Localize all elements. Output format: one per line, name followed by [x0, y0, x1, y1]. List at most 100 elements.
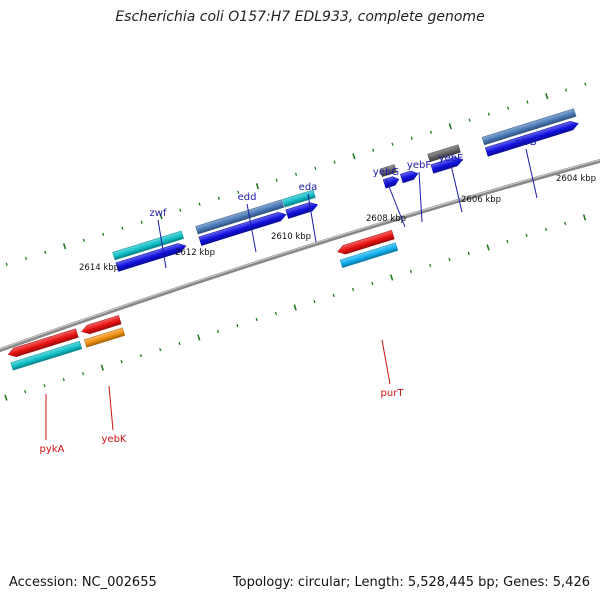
- yebG-arrow: [382, 176, 400, 189]
- upper-ruler-tick: [448, 123, 452, 130]
- upper-ruler-tick: [526, 100, 529, 104]
- lower-ruler-tick: [582, 214, 587, 221]
- lower-ruler-tick: [236, 323, 239, 328]
- scale-tick-label: 2606 kbp: [461, 195, 501, 205]
- yebF-leader-line: [418, 171, 423, 223]
- zwf-arrow: [115, 243, 187, 272]
- upper-ruler-tick: [372, 148, 375, 152]
- upper-ruler-tick: [217, 196, 220, 200]
- scale-tick-label: 2604 kbp: [556, 174, 596, 184]
- edd-leader-line: [246, 203, 257, 253]
- lower-ruler-tick: [409, 269, 412, 274]
- lower-ruler-tick: [24, 389, 27, 394]
- lower-ruler-tick: [139, 353, 142, 358]
- eda-leader-line: [307, 193, 317, 243]
- lower-ruler-tick: [81, 371, 85, 376]
- lower-ruler-tick: [332, 293, 335, 298]
- upper-ruler-tick: [333, 160, 336, 164]
- upper-ruler-tick: [159, 213, 163, 220]
- upper-ruler-tick: [5, 262, 8, 266]
- upper-ruler-tick: [121, 226, 124, 230]
- zwf-leader-line: [157, 219, 167, 269]
- scale-tick-label: 2608 kbp: [366, 214, 406, 224]
- zwf-gene-label: zwf: [150, 208, 167, 219]
- upper-ruler-tick: [198, 202, 201, 206]
- yebG-leader-line: [385, 178, 406, 228]
- lower-ruler-tick: [448, 257, 451, 262]
- lower-ruler-tick: [4, 394, 8, 401]
- yebE-arrow: [430, 157, 464, 174]
- accession-text: Accession: NC_002655: [9, 575, 157, 590]
- lower-ruler-tick: [352, 287, 355, 292]
- lower-ruler-tick: [100, 364, 105, 371]
- upper-ruler-tick: [62, 243, 67, 250]
- yebG-feature-block: [379, 164, 397, 178]
- purT-gene-label: purT: [381, 388, 405, 399]
- upper-ruler-tick: [545, 93, 549, 100]
- upper-ruler-tick: [275, 178, 278, 182]
- upper-ruler-tick: [487, 112, 490, 116]
- lower-ruler-tick: [486, 244, 490, 251]
- pykA-feature-block: [10, 340, 83, 371]
- edd-arrow: [198, 212, 287, 246]
- lower-ruler-tick: [525, 233, 528, 238]
- pykA-arrow: [7, 328, 79, 357]
- yebE-leader-line: [450, 164, 463, 213]
- upper-ruler-tick: [255, 183, 260, 190]
- edd-feature-block: [195, 199, 285, 235]
- upper-ruler-tick: [24, 256, 28, 260]
- upper-ruler-tick: [584, 82, 587, 86]
- eda-feature-block: [282, 189, 316, 208]
- upper-ruler-tick: [507, 106, 510, 110]
- upper-ruler-tick: [44, 250, 47, 254]
- pykA-gene-label: pykA: [40, 444, 65, 455]
- lower-ruler-tick: [216, 329, 220, 334]
- lower-ruler-tick: [389, 274, 394, 281]
- scale-tick-label: 2612 kbp: [175, 248, 215, 258]
- lower-ruler-tick: [293, 304, 297, 311]
- zwf-feature-block: [112, 230, 184, 261]
- genome-backbone: [0, 150, 600, 362]
- lower-ruler-tick: [255, 317, 258, 322]
- upper-ruler-tick: [410, 136, 413, 140]
- lower-ruler-tick: [429, 263, 432, 268]
- lower-ruler-tick: [62, 377, 65, 382]
- upper-ruler-tick: [179, 208, 182, 212]
- lower-ruler-tick: [313, 299, 316, 304]
- genome-summary-text: Topology: circular; Length: 5,528,445 bp…: [232, 575, 590, 590]
- lower-ruler-tick: [506, 239, 509, 244]
- yebK-feature-block: [83, 327, 126, 348]
- purT-feature-block: [339, 242, 399, 268]
- lower-ruler-tick: [197, 334, 201, 341]
- scale-tick-label: 2610 kbp: [271, 232, 311, 242]
- upper-ruler-tick: [429, 130, 433, 134]
- lower-ruler-tick: [159, 347, 162, 352]
- yebE-feature-block: [427, 144, 461, 163]
- upper-ruler-tick: [391, 142, 394, 146]
- ptrB-gene-label: ptrB: [515, 137, 536, 148]
- lower-ruler-tick: [120, 359, 123, 364]
- lower-ruler-tick: [274, 311, 277, 316]
- upper-ruler-tick: [102, 232, 105, 236]
- yebK-arrow: [81, 315, 122, 335]
- upper-ruler-tick: [82, 238, 85, 242]
- upper-ruler-tick: [237, 190, 240, 194]
- edd-gene-label: edd: [238, 192, 257, 203]
- map-body: [0, 82, 600, 401]
- ptrB-feature-block: [481, 108, 577, 146]
- yebF-arrow: [400, 170, 419, 184]
- purT-arrow: [337, 230, 395, 255]
- map-title: Escherichia coli O157:H7 EDL933, complet…: [115, 9, 485, 25]
- ptrB-arrow: [484, 121, 579, 157]
- upper-ruler-tick: [468, 118, 471, 122]
- yebK-gene-label: yebK: [102, 434, 127, 445]
- upper-ruler-tick: [140, 220, 143, 224]
- lower-ruler-tick: [178, 341, 181, 346]
- upper-ruler-tick: [352, 153, 356, 160]
- yebK-leader-line: [108, 385, 114, 431]
- lower-ruler-tick: [544, 227, 547, 232]
- purT-leader-line: [381, 339, 391, 385]
- upper-ruler-tick: [294, 172, 298, 176]
- genome-backbone-highlight: [0, 151, 600, 360]
